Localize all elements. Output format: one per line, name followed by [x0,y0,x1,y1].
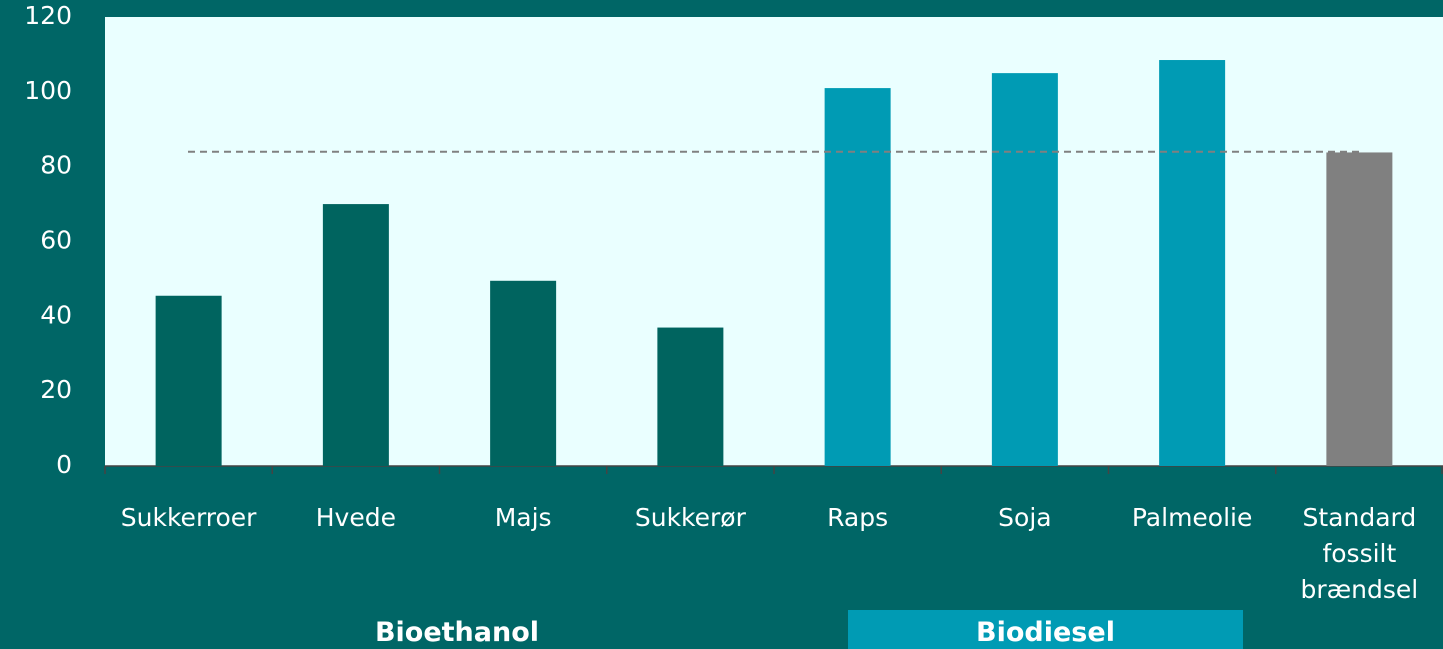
group-label: Bioethanol [374,617,540,648]
x-tick-label: Standard fossilt brændsel [1300,503,1419,604]
x-tick-label: Majs [494,503,552,532]
y-tick-label: 80 [40,151,72,180]
bar [490,280,557,466]
bar [991,73,1058,466]
y-tick-label: 40 [40,300,72,329]
x-tick-label: Raps [827,503,889,532]
y-tick-label: 60 [40,226,72,255]
x-tick-label: Sukkerør [634,503,746,532]
x-tick-label: Palmeolie [1131,503,1253,532]
bar [155,295,222,466]
x-tick-label: Soja [998,503,1052,532]
x-tick-label: Sukkerroer [120,503,257,532]
y-tick-label: 120 [24,1,72,30]
bar [824,88,891,466]
bar [1326,152,1393,466]
bar [657,327,724,466]
plot-area [105,17,1443,466]
bar [322,204,389,467]
bar [1159,60,1226,466]
x-tick-label: Hvede [315,503,396,532]
y-tick-label: 0 [56,450,72,479]
group-label: Biodiesel [848,610,1243,649]
y-tick-label: 20 [40,375,72,404]
y-tick-label: 100 [24,76,72,105]
